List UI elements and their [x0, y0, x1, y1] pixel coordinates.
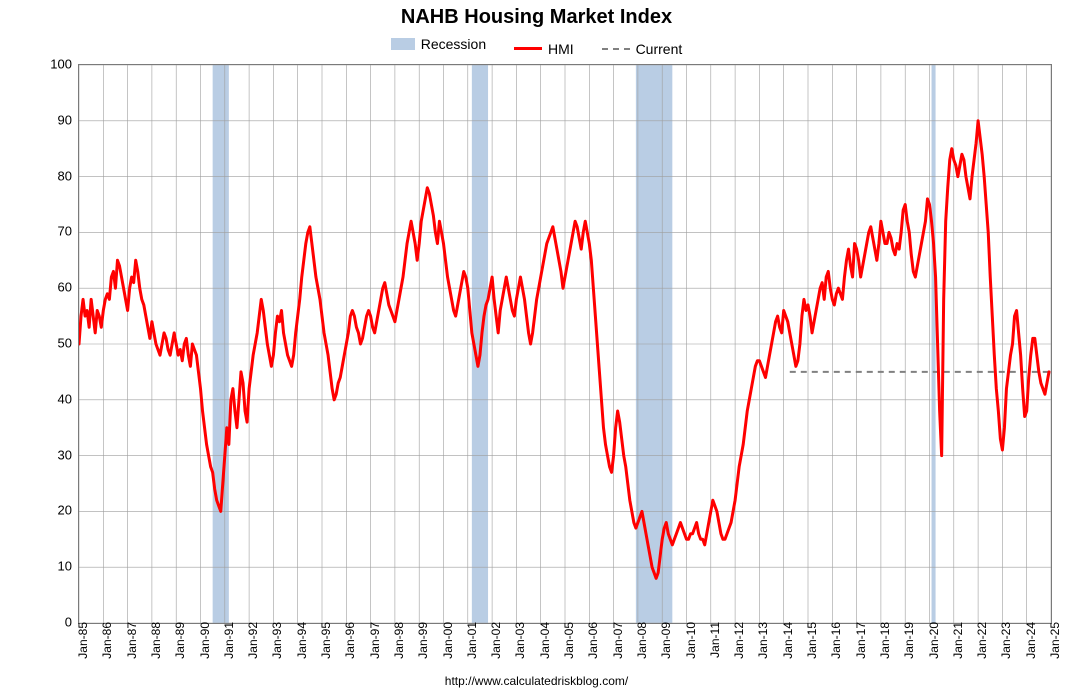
x-tick-label: Jan-90: [196, 622, 212, 659]
x-tick-label: Jan-13: [754, 622, 770, 659]
legend-label: Recession: [421, 36, 486, 52]
x-tick-label: Jan-19: [900, 622, 916, 659]
y-tick-label: 90: [58, 112, 78, 127]
x-tick-label: Jan-25: [1046, 622, 1062, 659]
x-tick-label: Jan-18: [876, 622, 892, 659]
y-tick-label: 80: [58, 168, 78, 183]
x-tick-label: Jan-96: [341, 622, 357, 659]
x-tick-label: Jan-12: [730, 622, 746, 659]
x-tick-label: Jan-94: [293, 622, 309, 659]
x-tick-label: Jan-91: [220, 622, 236, 659]
current-swatch: [602, 48, 630, 50]
y-tick-label: 30: [58, 447, 78, 462]
x-tick-label: Jan-88: [147, 622, 163, 659]
legend-item-current: Current: [602, 41, 683, 57]
legend-label: Current: [636, 41, 683, 57]
hmi-swatch: [514, 47, 542, 50]
x-tick-label: Jan-06: [584, 622, 600, 659]
y-tick-label: 70: [58, 224, 78, 239]
x-tick-label: Jan-07: [609, 622, 625, 659]
x-tick-label: Jan-14: [779, 622, 795, 659]
x-tick-label: Jan-89: [171, 622, 187, 659]
x-tick-label: Jan-95: [317, 622, 333, 659]
x-tick-label: Jan-09: [657, 622, 673, 659]
x-tick-label: Jan-85: [74, 622, 90, 659]
x-tick-label: Jan-20: [925, 622, 941, 659]
y-tick-label: 100: [50, 57, 78, 72]
chart-legend: Recession HMI Current: [0, 36, 1073, 57]
legend-item-recession: Recession: [391, 36, 486, 52]
x-tick-label: Jan-03: [511, 622, 527, 659]
y-tick-label: 20: [58, 503, 78, 518]
x-tick-label: Jan-21: [949, 622, 965, 659]
chart-title: NAHB Housing Market Index: [0, 6, 1073, 29]
x-tick-label: Jan-16: [827, 622, 843, 659]
x-tick-label: Jan-05: [560, 622, 576, 659]
x-tick-label: Jan-87: [123, 622, 139, 659]
y-tick-label: 60: [58, 280, 78, 295]
legend-label: HMI: [548, 41, 574, 57]
x-tick-label: Jan-22: [973, 622, 989, 659]
x-tick-label: Jan-17: [852, 622, 868, 659]
x-tick-label: Jan-98: [390, 622, 406, 659]
chart-plot-area: 0102030405060708090100Jan-85Jan-86Jan-87…: [78, 64, 1050, 622]
x-tick-label: Jan-99: [414, 622, 430, 659]
y-tick-label: 10: [58, 559, 78, 574]
x-tick-label: Jan-93: [268, 622, 284, 659]
x-tick-label: Jan-08: [633, 622, 649, 659]
x-tick-label: Jan-23: [997, 622, 1013, 659]
source-url: http://www.calculatedriskblog.com/: [0, 674, 1073, 688]
x-tick-label: Jan-04: [536, 622, 552, 659]
legend-item-hmi: HMI: [514, 41, 574, 57]
x-tick-label: Jan-01: [463, 622, 479, 659]
x-tick-label: Jan-00: [439, 622, 455, 659]
x-tick-label: Jan-92: [244, 622, 260, 659]
y-tick-label: 40: [58, 391, 78, 406]
x-tick-label: Jan-97: [366, 622, 382, 659]
x-tick-label: Jan-86: [98, 622, 114, 659]
x-tick-label: Jan-10: [682, 622, 698, 659]
x-tick-label: Jan-24: [1022, 622, 1038, 659]
recession-swatch: [391, 38, 415, 50]
x-tick-label: Jan-11: [706, 622, 722, 658]
x-tick-label: Jan-02: [487, 622, 503, 659]
y-tick-label: 50: [58, 336, 78, 351]
x-tick-label: Jan-15: [803, 622, 819, 659]
